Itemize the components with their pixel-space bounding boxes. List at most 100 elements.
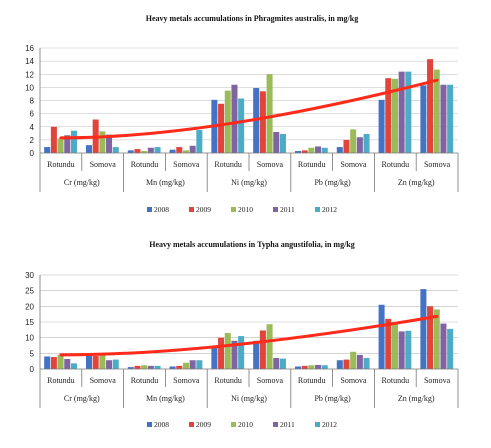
- legend-label: 2012: [322, 205, 337, 214]
- y-tick-label: 5: [30, 349, 35, 358]
- legend-label: 2012: [322, 420, 337, 429]
- x-tick-label: Somova: [257, 160, 284, 169]
- bar-2011: [106, 134, 113, 154]
- bar-2010: [182, 362, 189, 369]
- bar-2010: [224, 90, 231, 153]
- bar-2011: [147, 147, 154, 153]
- bar-2011: [315, 146, 322, 153]
- bar-2010: [350, 129, 357, 154]
- chart-typha: Heavy metals accumulations in Typha angu…: [25, 240, 459, 429]
- bar-2010: [141, 365, 148, 369]
- y-tick-label: 0: [30, 149, 35, 158]
- bar-2008: [420, 85, 427, 153]
- bar-2009: [301, 365, 308, 369]
- x-tick-label: Rotundu: [298, 376, 326, 385]
- bar-2010: [350, 351, 357, 369]
- bar-2012: [279, 358, 286, 369]
- bar-2012: [405, 330, 412, 369]
- y-tick-label: 6: [30, 110, 35, 119]
- x-tick-label: Somova: [340, 160, 367, 169]
- bar-2009: [218, 337, 225, 369]
- bar-2011: [64, 358, 71, 369]
- y-tick-label: 10: [25, 83, 34, 92]
- x-tick-label: Rotundu: [47, 376, 75, 385]
- bar-2009: [218, 103, 225, 153]
- bar-2010: [433, 69, 440, 153]
- bar-2009: [385, 78, 392, 153]
- bar-2009: [50, 357, 57, 369]
- bar-2010: [99, 353, 106, 369]
- bar-2011: [356, 137, 363, 153]
- bar-2011: [315, 364, 322, 369]
- bar-2012: [447, 84, 454, 153]
- legend-swatch: [147, 207, 152, 212]
- bar-2011: [440, 84, 447, 153]
- x-tick-label: Somova: [340, 376, 367, 385]
- bar-2011: [106, 360, 113, 369]
- bar-2011: [189, 360, 196, 369]
- bar-2011: [64, 135, 71, 153]
- bar-2011: [398, 71, 405, 154]
- group-label: Cr (mg/kg): [64, 394, 100, 403]
- legend-label: 2010: [238, 205, 253, 214]
- x-tick-label: Somova: [424, 160, 451, 169]
- bar-2010: [391, 322, 398, 369]
- x-tick-label: Somova: [424, 376, 451, 385]
- bar-2010: [99, 131, 106, 153]
- bar-2009: [259, 91, 266, 153]
- bar-2008: [420, 289, 427, 369]
- bar-2008: [85, 353, 92, 369]
- x-tick-label: Rotundu: [298, 160, 326, 169]
- bar-2008: [211, 347, 218, 369]
- x-tick-label: Somova: [173, 160, 200, 169]
- bar-2008: [253, 340, 260, 369]
- bar-2009: [259, 330, 266, 369]
- bar-2012: [238, 336, 245, 369]
- bar-2010: [266, 324, 273, 369]
- bar-2011: [231, 340, 238, 369]
- bar-2008: [336, 147, 343, 153]
- bar-2008: [294, 151, 301, 153]
- trendline: [59, 78, 439, 140]
- legend-label: 2008: [154, 420, 169, 429]
- bar-2011: [440, 323, 447, 369]
- bar-2008: [169, 366, 176, 369]
- legend-swatch: [273, 422, 278, 427]
- y-tick-label: 30: [25, 271, 34, 280]
- bar-2009: [343, 139, 350, 154]
- bar-2012: [321, 147, 328, 153]
- bar-2008: [127, 367, 134, 369]
- bar-2008: [127, 150, 134, 154]
- x-tick-label: Somova: [90, 160, 117, 169]
- group-label: Cr (mg/kg): [64, 178, 100, 187]
- group-label: Mn (mg/kg): [146, 178, 185, 187]
- y-tick-label: 8: [30, 97, 35, 106]
- legend-swatch: [189, 207, 194, 212]
- bar-2010: [308, 147, 315, 153]
- x-tick-label: Rotundu: [131, 160, 159, 169]
- bar-2008: [378, 304, 385, 369]
- bar-2011: [189, 145, 196, 153]
- bar-2012: [154, 365, 161, 369]
- bar-2012: [363, 358, 370, 369]
- group-label: Zn (mg/kg): [398, 394, 435, 403]
- legend-swatch: [147, 422, 152, 427]
- bar-2009: [176, 147, 183, 153]
- bar-2010: [182, 150, 189, 154]
- bar-2009: [134, 365, 141, 369]
- bar-2008: [378, 99, 385, 153]
- bar-2012: [321, 365, 328, 369]
- x-tick-label: Rotundu: [131, 376, 159, 385]
- bar-2009: [385, 318, 392, 369]
- bar-2012: [196, 360, 203, 369]
- y-tick-label: 16: [25, 44, 34, 53]
- group-label: Mn (mg/kg): [146, 394, 185, 403]
- y-tick-label: 25: [25, 287, 34, 296]
- x-tick-label: Rotundu: [214, 160, 242, 169]
- bar-2009: [427, 59, 434, 153]
- legend-label: 2009: [196, 420, 211, 429]
- chart-title: Heavy metals accumulations in Typha angu…: [149, 240, 355, 249]
- bar-2009: [427, 306, 434, 369]
- chart-title: Heavy metals accumulations in Phragmites…: [146, 14, 358, 23]
- bar-2012: [279, 133, 286, 153]
